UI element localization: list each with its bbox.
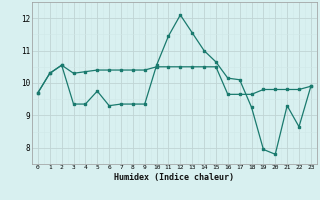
X-axis label: Humidex (Indice chaleur): Humidex (Indice chaleur) xyxy=(115,173,234,182)
